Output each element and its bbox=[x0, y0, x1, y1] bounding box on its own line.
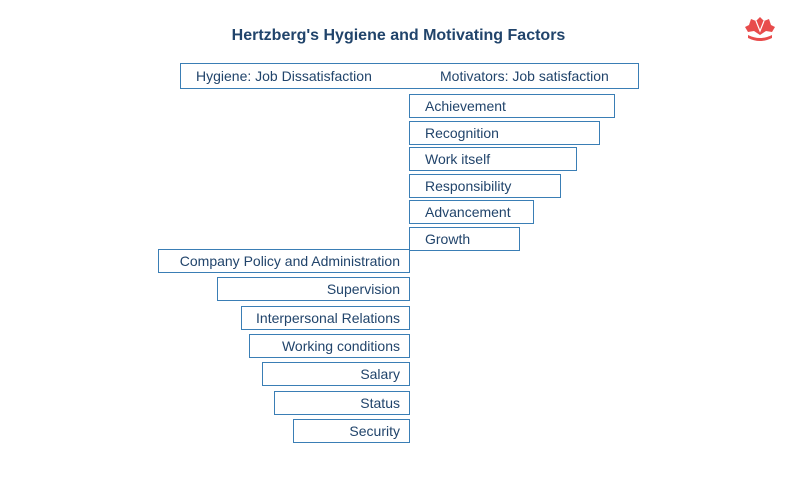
hygiene-bar-4-label: Salary bbox=[360, 366, 400, 383]
hygiene-bar-2: Interpersonal Relations bbox=[241, 305, 410, 330]
hygiene-bar-0: Company Policy and Administration bbox=[158, 249, 410, 273]
hygiene-bar-0-label: Company Policy and Administration bbox=[179, 253, 400, 269]
motivator-bar-0: Achievement bbox=[409, 94, 615, 118]
motivator-bar-5: Growth bbox=[409, 226, 520, 251]
hygiene-bar-2-label: Interpersonal Relations bbox=[256, 309, 400, 326]
hygiene-bar-5-label: Status bbox=[360, 394, 400, 411]
motivator-bar-3-label: Responsibility bbox=[425, 177, 512, 194]
motivator-bar-1: Recognition bbox=[409, 120, 600, 145]
hygiene-bar-3-label: Working conditions bbox=[281, 337, 400, 354]
motivator-bar-2-label: Work itself bbox=[425, 151, 491, 167]
chart-title: Hertzberg's Hygiene and Motivating Facto… bbox=[231, 27, 566, 44]
motivators-header-label: Motivators: Job satisfaction bbox=[440, 68, 609, 84]
logo-icon bbox=[744, 16, 776, 44]
motivator-bar-5-label: Growth bbox=[425, 230, 471, 247]
motivator-bar-1-label: Recognition bbox=[425, 124, 499, 141]
hygiene-header-label: Hygiene: Job Dissatisfaction bbox=[196, 68, 372, 84]
motivator-bar-4-label: Advancement bbox=[425, 204, 511, 220]
hygiene-bar-5: Status bbox=[274, 390, 410, 415]
motivator-bar-3: Responsibility bbox=[409, 173, 561, 198]
legend-header: Hygiene: Job Dissatisfaction Motivators:… bbox=[180, 63, 639, 89]
motivator-bar-2: Work itself bbox=[409, 147, 577, 171]
hygiene-bar-3: Working conditions bbox=[249, 333, 410, 358]
hygiene-bar-6: Security bbox=[293, 418, 410, 443]
motivator-bar-0-label: Achievement bbox=[425, 98, 506, 114]
hygiene-bar-1-label: Supervision bbox=[326, 281, 400, 298]
hygiene-bar-6-label: Security bbox=[349, 422, 400, 439]
motivator-bar-4: Advancement bbox=[409, 200, 534, 224]
hygiene-bar-1: Supervision bbox=[217, 277, 410, 302]
hygiene-bar-4: Salary bbox=[262, 362, 410, 387]
